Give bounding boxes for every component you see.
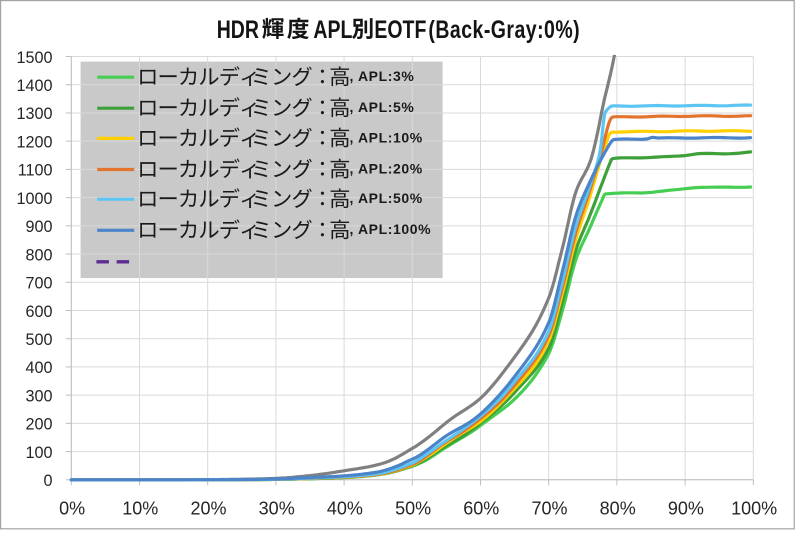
svg-text:1200: 1200 bbox=[16, 134, 52, 152]
svg-text:, APL:20%: , APL:20% bbox=[350, 160, 423, 176]
svg-text:, APL:100%: , APL:100% bbox=[350, 221, 432, 237]
svg-text:900: 900 bbox=[25, 218, 52, 236]
svg-text:100: 100 bbox=[25, 444, 52, 462]
svg-text:40%: 40% bbox=[327, 499, 363, 519]
svg-text:50%: 50% bbox=[395, 499, 431, 519]
svg-text:(Back-Gray:0%): (Back-Gray:0%) bbox=[428, 16, 580, 44]
svg-text:600: 600 bbox=[25, 303, 52, 321]
svg-text:, APL:5%: , APL:5% bbox=[350, 99, 415, 115]
svg-text:100%: 100% bbox=[731, 499, 777, 519]
svg-text:200: 200 bbox=[25, 416, 52, 434]
svg-text:1500: 1500 bbox=[16, 49, 52, 67]
svg-text:1100: 1100 bbox=[18, 162, 53, 180]
svg-text:800: 800 bbox=[25, 246, 52, 264]
svg-text:1300: 1300 bbox=[16, 105, 52, 123]
svg-text:, APL:3%: , APL:3% bbox=[350, 68, 415, 84]
svg-text:20%: 20% bbox=[190, 499, 226, 519]
svg-text:300: 300 bbox=[25, 387, 52, 405]
svg-text:HDR: HDR bbox=[217, 16, 259, 44]
svg-text:60%: 60% bbox=[463, 499, 499, 519]
svg-text:0%: 0% bbox=[59, 499, 85, 519]
svg-text:80%: 80% bbox=[600, 499, 636, 519]
svg-text:70%: 70% bbox=[531, 499, 567, 519]
svg-text:10%: 10% bbox=[122, 499, 158, 519]
svg-text:, APL:50%: , APL:50% bbox=[350, 190, 423, 206]
svg-text:400: 400 bbox=[25, 359, 52, 377]
svg-text:1400: 1400 bbox=[16, 77, 52, 95]
svg-text:700: 700 bbox=[25, 275, 52, 293]
svg-text:90%: 90% bbox=[668, 499, 704, 519]
svg-text:1000: 1000 bbox=[16, 190, 52, 208]
svg-text:500: 500 bbox=[25, 331, 52, 349]
svg-text:0: 0 bbox=[43, 472, 52, 490]
svg-text:, APL:10%: , APL:10% bbox=[350, 129, 423, 145]
svg-text:30%: 30% bbox=[259, 499, 295, 519]
svg-text:APL: APL bbox=[313, 16, 352, 44]
svg-text:EOTF: EOTF bbox=[374, 16, 426, 44]
